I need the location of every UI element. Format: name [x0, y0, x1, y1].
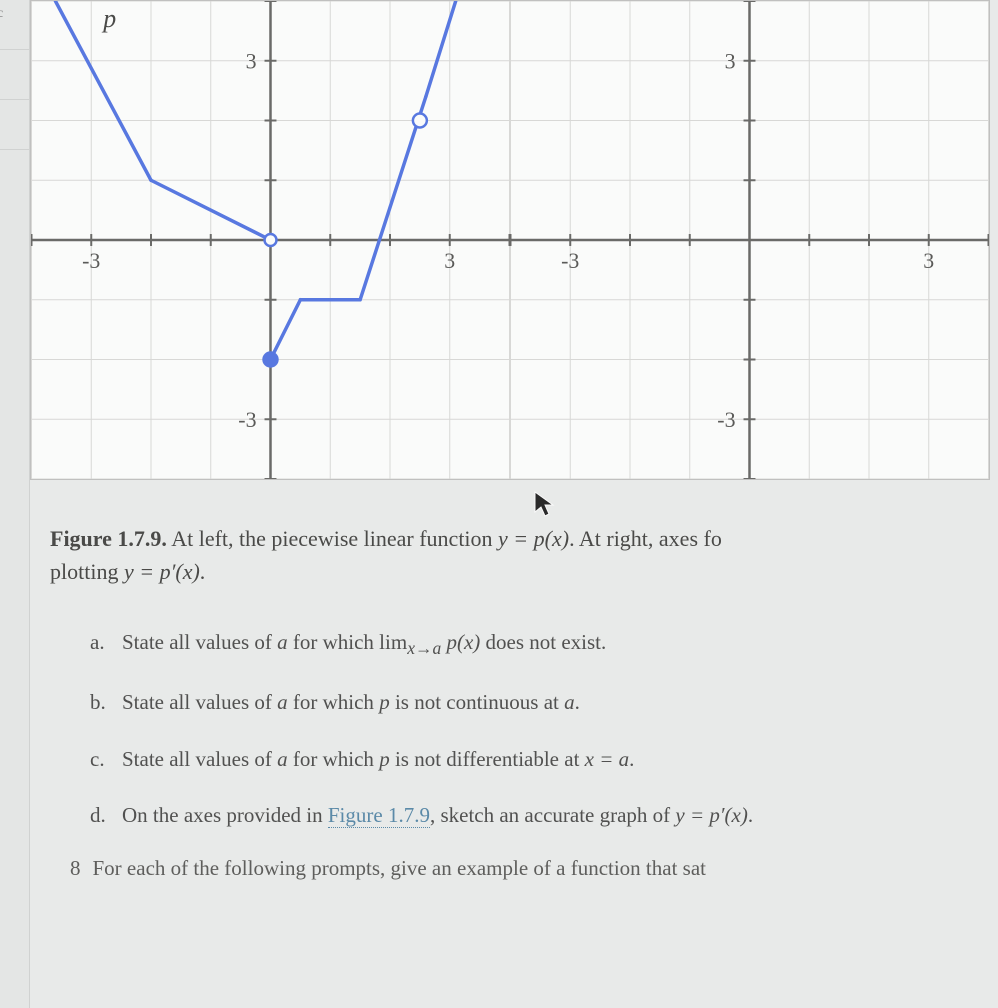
section-8-text: For each of the following prompts, give … [93, 856, 707, 881]
figure-caption: Figure 1.7.9. At left, the piecewise lin… [30, 480, 998, 588]
caption-part4: . [200, 559, 206, 584]
caption-eq2: y = p′(x) [124, 559, 200, 584]
right-graph-panel: -3 3 -3 3 [510, 1, 989, 479]
question-letter: b. [90, 686, 112, 719]
question-item: a. State all values of a for which limx→a… [90, 626, 978, 662]
figure-graphs: -3 3 -3 3 p -3 3 -3 3 [30, 0, 990, 480]
svg-text:3: 3 [725, 49, 736, 74]
caption-part1: At left, the piecewise linear function [171, 526, 492, 551]
svg-text:-3: -3 [717, 407, 735, 432]
sidebar-label: nc [0, 6, 3, 22]
question-letter: c. [90, 743, 112, 776]
questions-list: a. State all values of a for which limx→a… [30, 610, 998, 832]
question-text: State all values of a for which p is not… [122, 686, 580, 719]
question-letter: d. [90, 799, 112, 832]
svg-text:-3: -3 [561, 248, 579, 273]
caption-part3: plotting [50, 559, 118, 584]
question-item: c. State all values of a for which p is n… [90, 743, 978, 776]
question-text: On the axes provided in Figure 1.7.9, sk… [122, 799, 753, 832]
svg-text:3: 3 [923, 248, 934, 273]
right-graph-svg: -3 3 -3 3 [510, 1, 989, 479]
left-sidebar: nc [0, 0, 30, 1008]
page-content: -3 3 -3 3 p -3 3 -3 3 Figure 1.7.9. At left, th… [30, 0, 998, 1008]
question-item: d. On the axes provided in Figure 1.7.9, … [90, 799, 978, 832]
caption-text: Figure 1.7.9. At left, the piecewise lin… [50, 522, 978, 588]
question-letter: a. [90, 626, 112, 662]
sidebar-cell [0, 50, 29, 100]
left-graph-panel: -3 3 -3 3 p [31, 1, 510, 479]
question-text: State all values of a for which limx→a p… [122, 626, 606, 662]
section-8: 8 For each of the following prompts, giv… [30, 856, 998, 881]
left-graph-svg: -3 3 -3 3 p [31, 1, 510, 479]
question-text: State all values of a for which p is not… [122, 743, 634, 776]
svg-text:-3: -3 [238, 407, 256, 432]
sidebar-cell: nc [0, 0, 29, 50]
question-item: b. State all values of a for which p is n… [90, 686, 978, 719]
caption-part2: . At right, axes fo [569, 526, 722, 551]
svg-text:p: p [101, 4, 116, 33]
figure-number: Figure 1.7.9. [50, 526, 167, 551]
svg-text:-3: -3 [82, 248, 100, 273]
svg-text:3: 3 [444, 248, 455, 273]
section-8-number: 8 [70, 856, 81, 881]
caption-eq1: y = p(x) [498, 526, 569, 551]
svg-text:3: 3 [246, 49, 257, 74]
sidebar-cell [0, 100, 29, 150]
